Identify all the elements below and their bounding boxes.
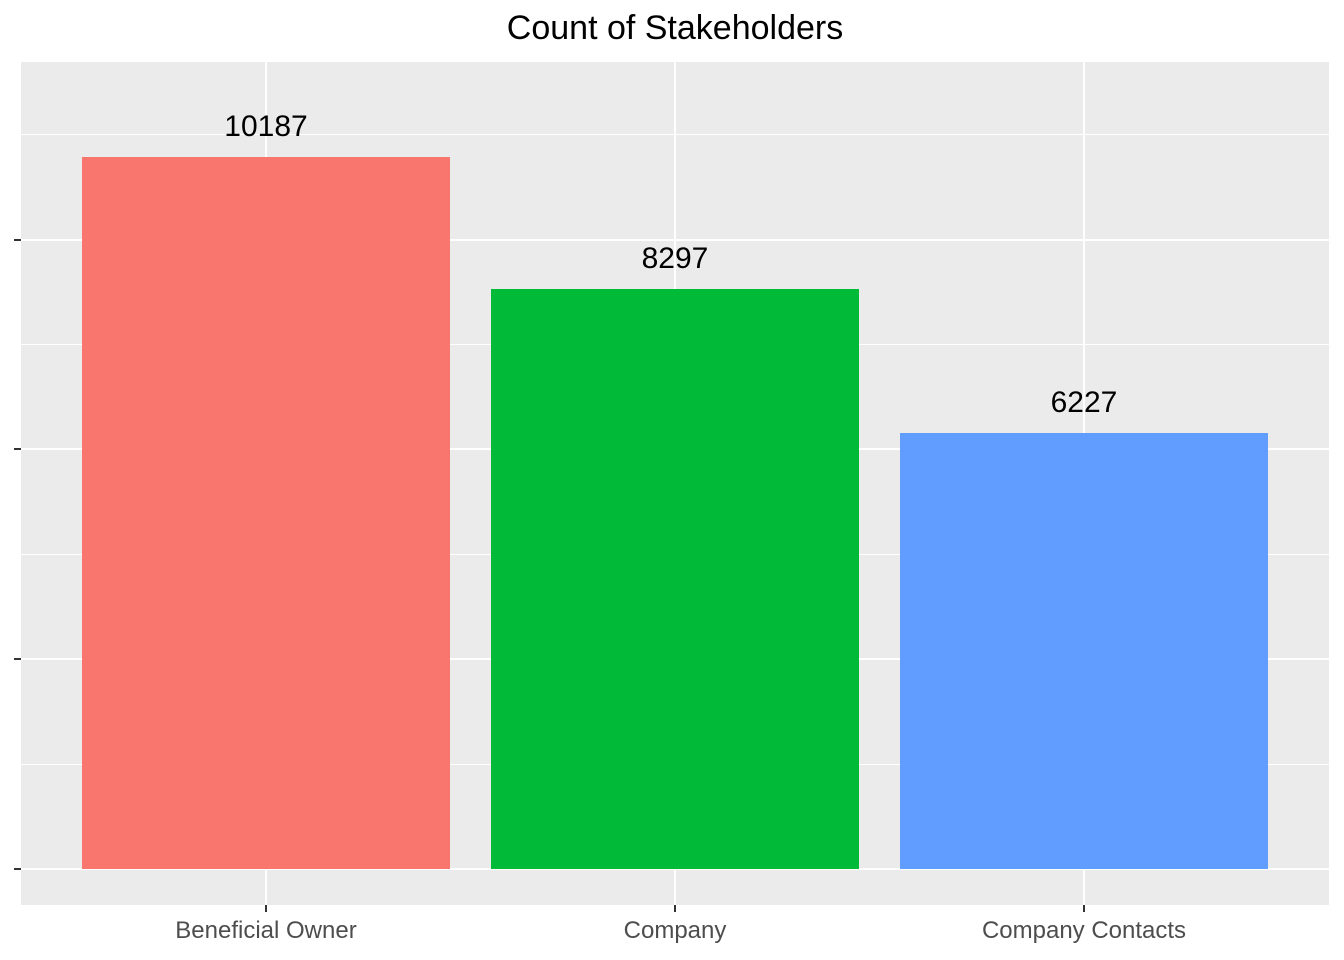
bar-company	[491, 289, 859, 869]
chart-title: Count of Stakeholders	[506, 9, 844, 47]
bar-group-beneficial-owner: 10187	[82, 110, 450, 869]
bar-value-label: 8297	[641, 242, 709, 275]
x-axis-tick	[265, 905, 267, 912]
y-axis-tick	[14, 868, 21, 870]
x-axis-tick	[674, 905, 676, 912]
bar-company-contacts	[900, 433, 1268, 869]
x-axis-tick	[1083, 905, 1085, 912]
gridline-minor-horizontal	[21, 134, 1329, 136]
x-axis-label-company: Company	[623, 917, 727, 944]
x-axis-label-company-contacts: Company Contacts	[981, 917, 1187, 944]
gridline-major-horizontal	[21, 238, 1329, 241]
bar-group-company-contacts: 6227	[900, 386, 1268, 869]
x-axis-label-beneficial-owner: Beneficial Owner	[175, 917, 357, 944]
y-axis-tick	[14, 658, 21, 661]
bar-beneficial-owner	[82, 157, 450, 869]
gridline-major-horizontal	[21, 868, 1329, 870]
y-axis-tick	[14, 448, 21, 451]
plot-panel: 10187 8297 6227	[21, 62, 1329, 905]
y-axis-tick	[14, 238, 21, 241]
bar-value-label: 10187	[224, 110, 308, 143]
bar-value-label: 6227	[1050, 386, 1118, 419]
bar-group-company: 8297	[491, 242, 859, 869]
